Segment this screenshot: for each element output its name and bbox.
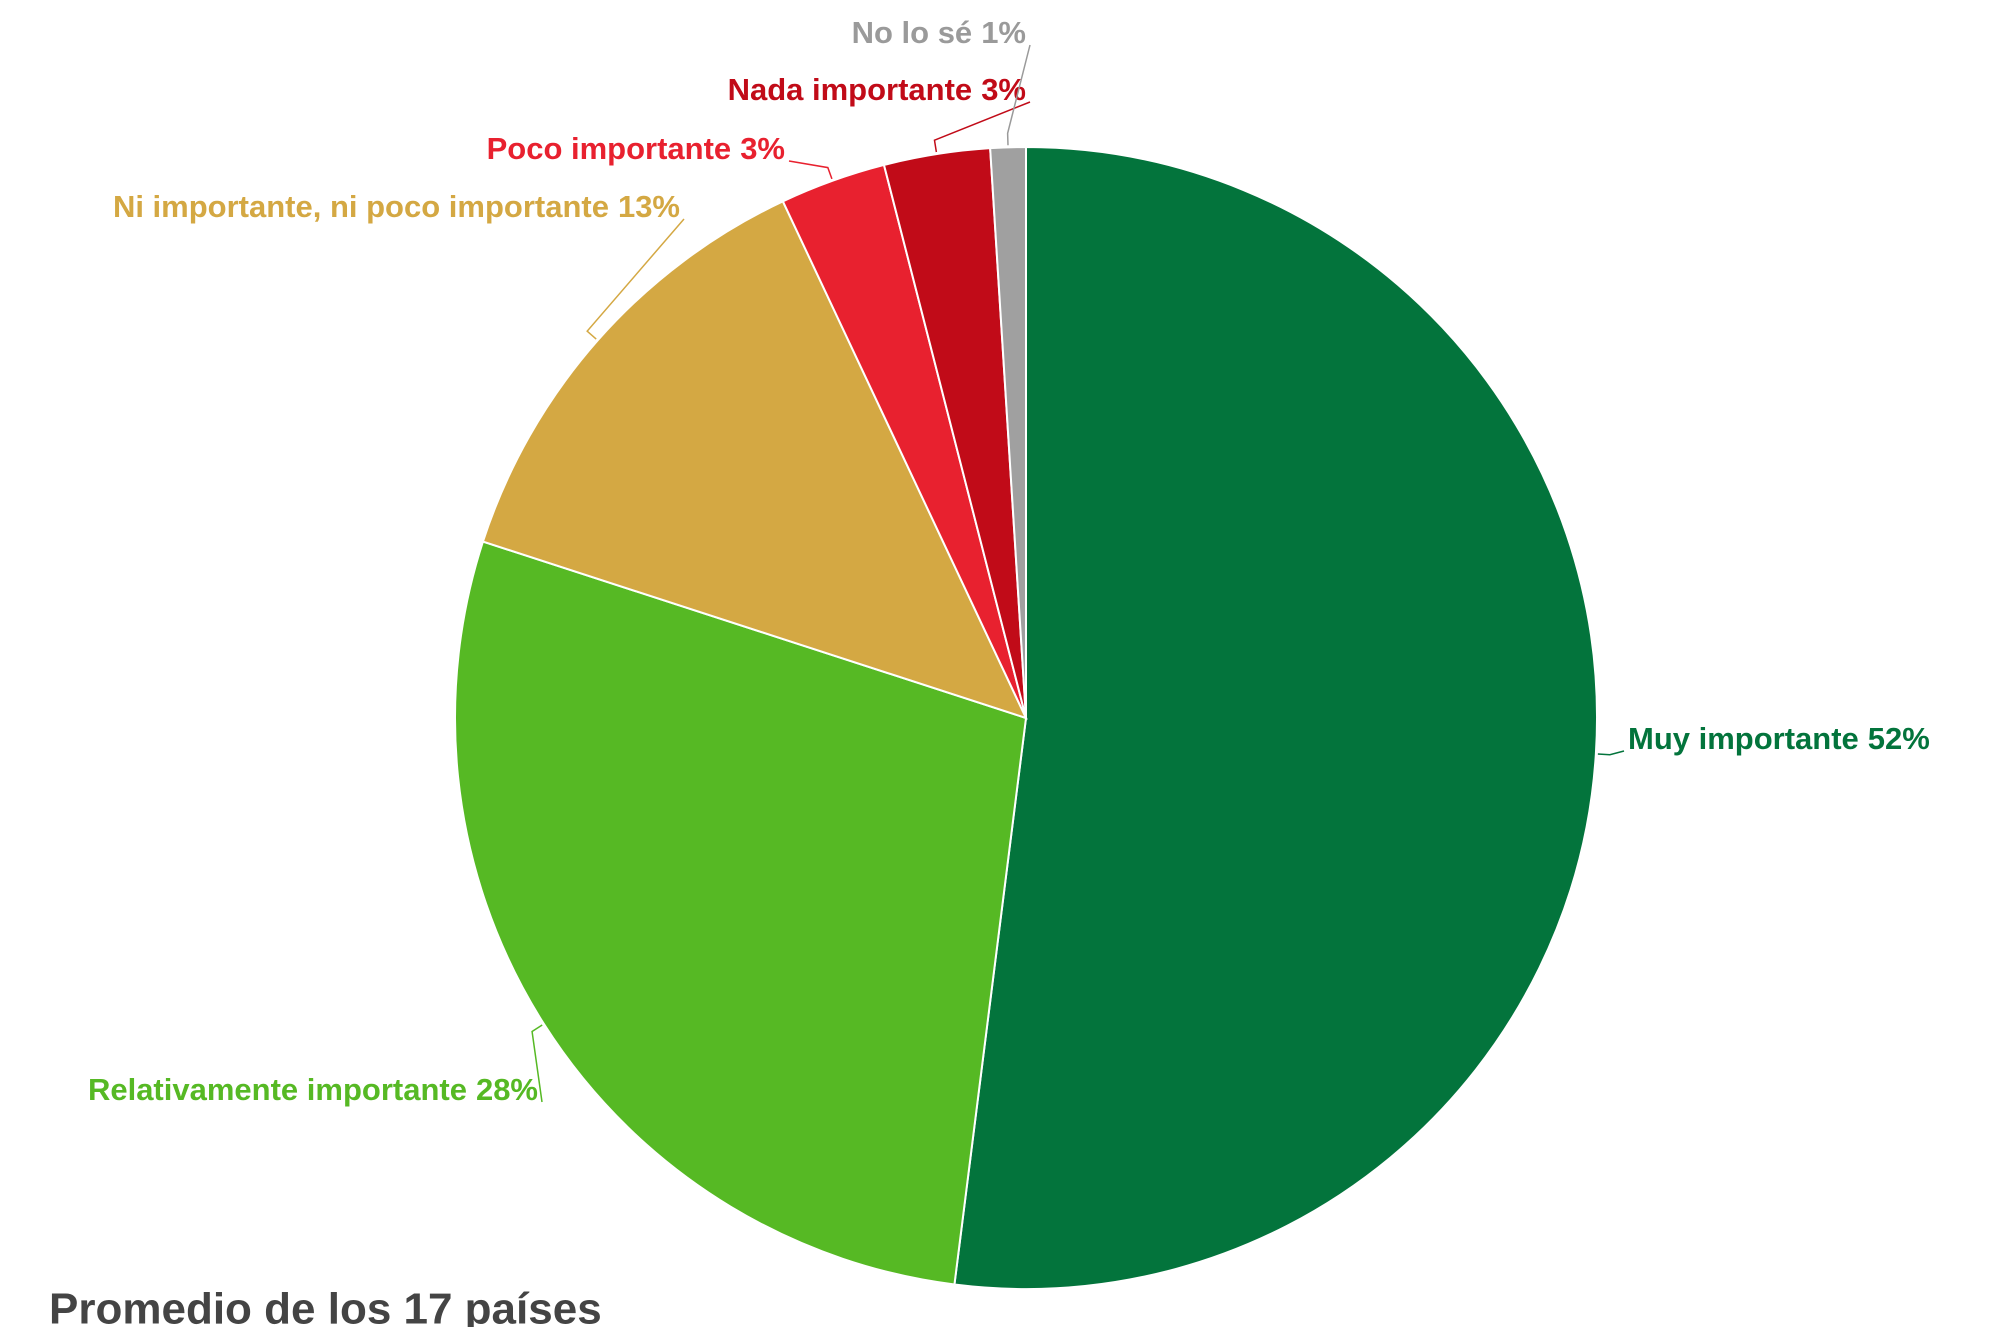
label-value: 3%	[740, 131, 785, 166]
slice-label: Poco importante 3%	[487, 131, 785, 166]
label-category: Relativamente importante	[88, 1072, 467, 1107]
slice-label: Ni importante, ni poco importante 13%	[113, 189, 680, 224]
label-category: Poco importante	[487, 131, 732, 166]
slice-label: Nada importante 3%	[728, 72, 1026, 107]
slice-label: Relativamente importante 28%	[88, 1072, 538, 1107]
label-category: Muy importante	[1628, 721, 1859, 756]
leader-line	[933, 101, 1031, 153]
label-category: Nada importante	[728, 72, 973, 107]
leader-line	[586, 218, 685, 340]
leader-line	[531, 1024, 543, 1103]
label-value: 52%	[1868, 721, 1930, 756]
leader-line	[1597, 750, 1625, 756]
pie-slice	[454, 540, 1028, 1286]
pie-slice	[953, 145, 1598, 1290]
label-value: 13%	[618, 189, 680, 224]
leader-line	[788, 160, 833, 180]
slice-label: Muy importante 52%	[1628, 721, 1930, 756]
pie-slice	[481, 200, 1028, 720]
chart-title: Promedio de los 17 países	[49, 1285, 602, 1327]
leader-line	[1006, 44, 1031, 146]
label-value: 1%	[981, 15, 1026, 50]
pie-slice	[989, 145, 1027, 719]
slice-label: No lo sé 1%	[852, 15, 1026, 50]
label-value: 28%	[476, 1072, 538, 1107]
label-category: Ni importante, ni poco importante	[113, 189, 609, 224]
label-category: No lo sé	[852, 15, 973, 50]
